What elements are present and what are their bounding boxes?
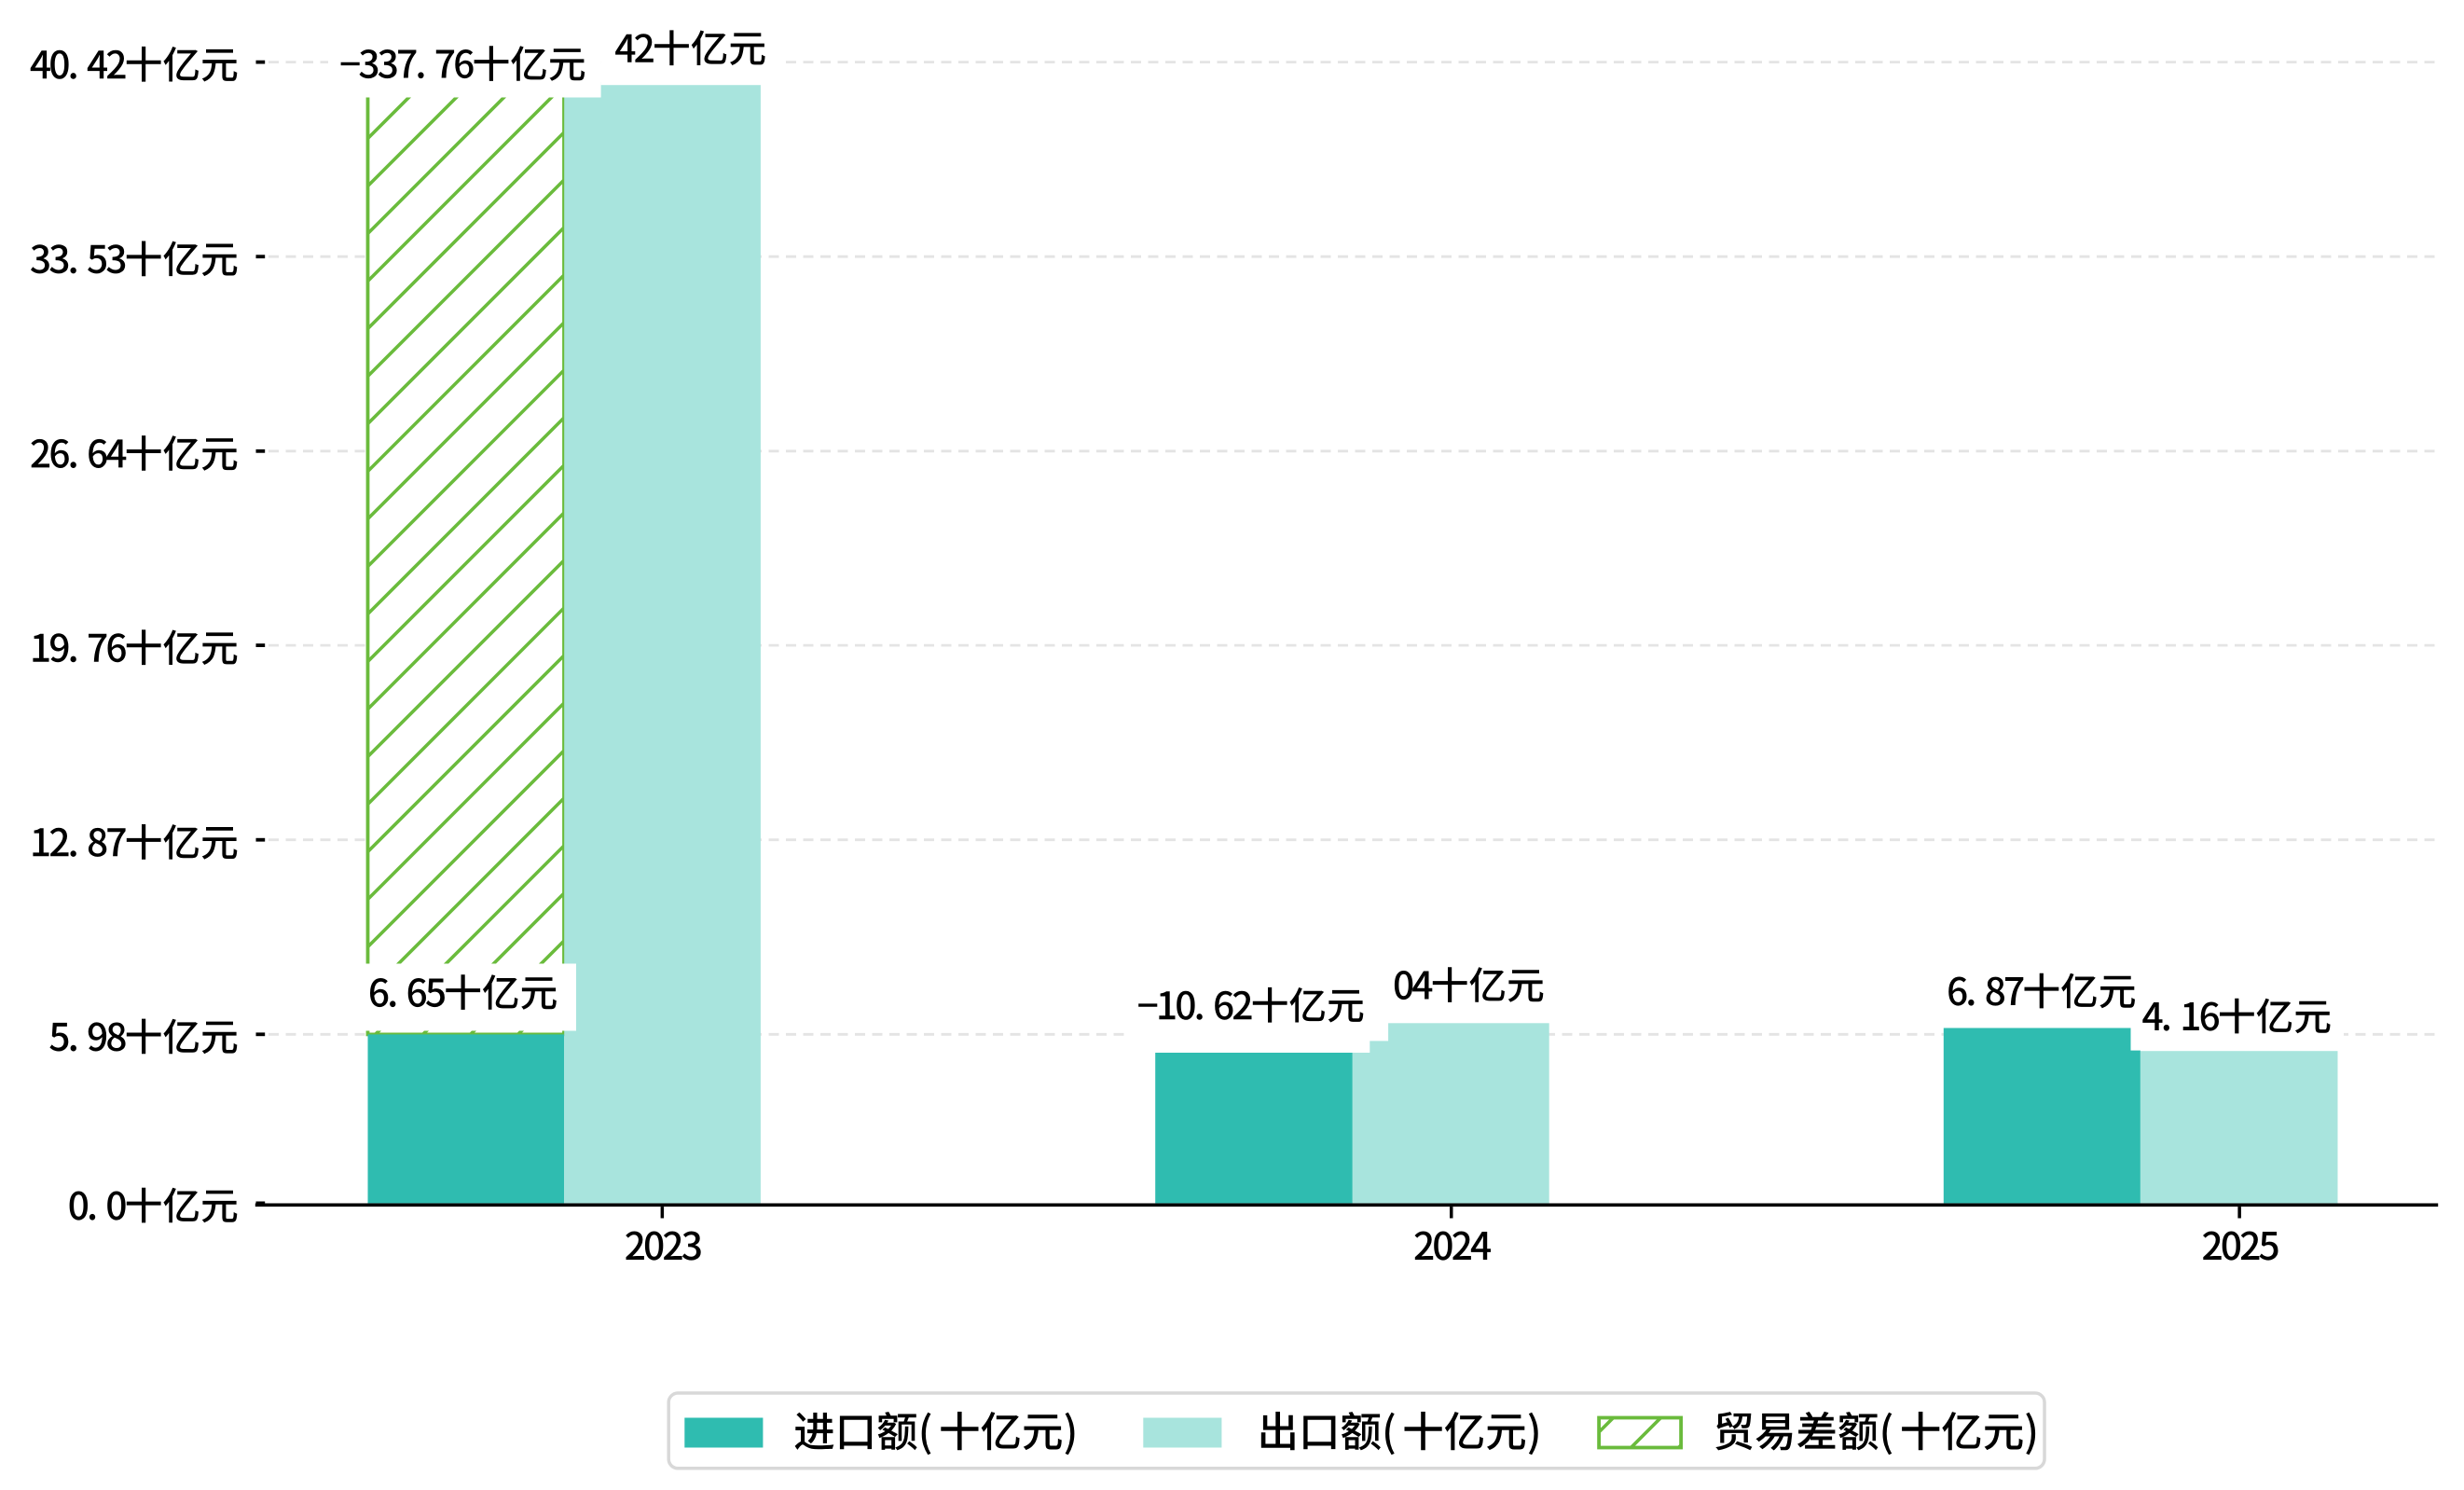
- legend-label-trade-text: 贸易差额(十亿元): [1714, 1411, 2031, 1456]
- legend-swatch-export: [1143, 1417, 1222, 1448]
- bar-import-2023: [367, 1034, 565, 1204]
- y-tick-label-5-text: 33.53十亿元: [30, 239, 239, 282]
- y-tick-label-4-text: 26.64十亿元: [30, 433, 239, 476]
- x-tick-label-2-text: 2025: [2202, 1225, 2287, 1268]
- bar-export-2024: [1352, 1023, 1549, 1204]
- x-tick-label-0-text: 2023: [625, 1225, 709, 1268]
- x-tick-label-1-text: 2024: [1413, 1225, 1498, 1268]
- y-tick-40.42: [255, 60, 266, 64]
- x-tick-2023: [660, 1207, 665, 1219]
- ann-export-2024-text: 04十亿元: [1393, 965, 1549, 1008]
- ann-trade-2024-text: -10.62十亿元: [1137, 985, 1358, 1028]
- legend: 进口额(十亿元) 出口额(十亿元) 贸易差额(十亿元): [667, 1391, 2046, 1470]
- y-tick-12.87: [255, 837, 266, 842]
- legend-label-import-text: 进口额(十亿元): [793, 1411, 1070, 1456]
- y-tick-label-0-text: 0.0十亿元: [68, 1185, 235, 1228]
- bar-export-2023: [564, 82, 761, 1204]
- y-tick-5.98: [255, 1032, 266, 1037]
- y-tick-label-2-text: 12.87十亿元: [30, 821, 239, 864]
- x-axis-line: [255, 1203, 2439, 1207]
- legend-border: [667, 1391, 2046, 1470]
- ann-import-2025-text: 6.87十亿元: [1947, 971, 2134, 1014]
- legend-swatch-trade-hatch: [1597, 1415, 1683, 1450]
- ann-export-2025-text: 4.16十亿元: [2142, 996, 2330, 1039]
- legend-swatch-import: [684, 1417, 764, 1448]
- y-tick-label-3-text: 19.76十亿元: [30, 628, 239, 670]
- bar-export-2025: [2140, 1051, 2338, 1204]
- bar-import-2025: [1943, 1028, 2141, 1204]
- y-tick-33.53: [255, 255, 266, 259]
- ann-trade-2023-text: -337.76十亿元: [339, 44, 582, 87]
- y-tick-19.76: [255, 643, 266, 647]
- legend-swatch-trade: [1599, 1417, 1682, 1448]
- y-tick-label-6-text: 40.42十亿元: [30, 44, 239, 87]
- ann-export-2023-text: 42十亿元: [614, 28, 770, 71]
- bar-trade-balance-2023: [365, 92, 566, 1037]
- ann-import-2023-text: 6.65十亿元: [368, 973, 556, 1015]
- ann-box-import-2023: [356, 963, 576, 1031]
- y-tick-label-1-text: 5.98十亿元: [48, 1016, 236, 1059]
- legend-label-export-text: 出口额(十亿元): [1258, 1411, 1535, 1456]
- y-tick-26.64: [255, 448, 266, 453]
- x-tick-2024: [1450, 1207, 1453, 1219]
- x-tick-2025: [2237, 1207, 2241, 1219]
- y-tick-0.0: [255, 1201, 266, 1206]
- bar-import-2024: [1155, 1053, 1353, 1204]
